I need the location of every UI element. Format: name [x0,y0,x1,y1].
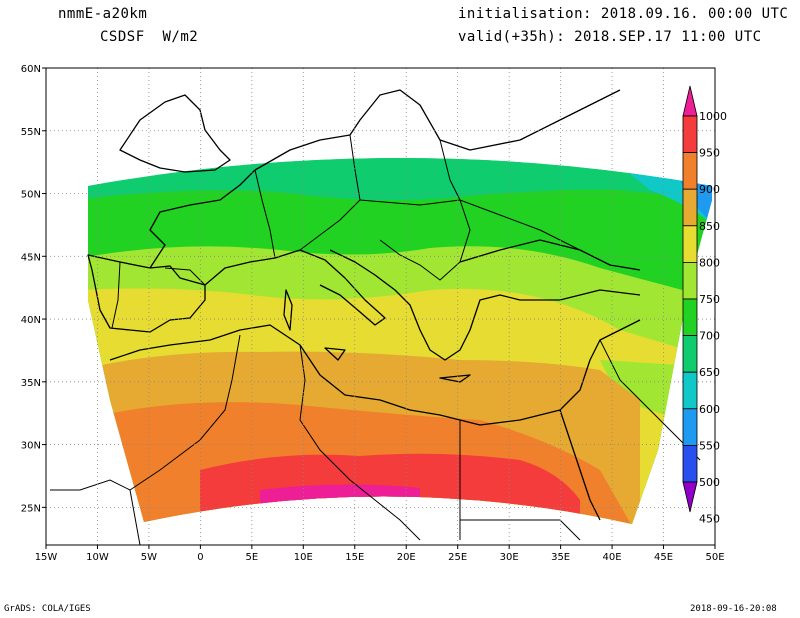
border-middle-east [599,339,701,461]
colorbar-swatch [682,298,698,336]
lat-tick-label: 40N [21,315,41,326]
lon-tick-label: 20E [397,552,416,563]
north-sea-coast [254,89,621,171]
plot-frame [45,67,716,546]
colorbar-label: 500 [699,476,720,489]
lon-tick-label: 40E [603,552,622,563]
britain-coast [119,94,231,173]
lat-tick-label: 30N [21,441,41,452]
colorbar-label: 1000 [699,110,727,123]
colorbar-label: 850 [699,220,720,233]
border-egypt-sudan [460,519,581,541]
colorbar-label: 750 [699,293,720,306]
colorbar-swatch [682,335,698,373]
border-central-europe [359,199,581,251]
lat-tick-label: 45N [21,252,41,263]
lon-tick-label: 5W [141,552,157,563]
lat-tick-label: 35N [21,378,41,389]
colorbar-swatch [682,152,698,190]
coastlines [87,89,641,521]
lon-tick-label: 15E [345,552,364,563]
border-western-sahara [50,479,141,545]
iberia-coast [87,254,206,333]
border-algeria-libya [299,344,421,541]
lon-tick-label: 5E [246,552,259,563]
red-sea-coast [559,409,601,521]
balkan-turkey-coast [329,249,641,361]
colorbar: 1000 950 900 850 800 750 700 650 600 550 500 450 [682,85,727,526]
lat-tick-label: 25N [21,503,41,514]
crete [439,374,471,383]
lon-tick-label: 30E [500,552,519,563]
lon-tick-label: 45E [654,552,673,563]
lat-tick-label: 60N [21,64,41,75]
north-africa-coast [109,319,641,426]
colorbar-swatch [682,188,698,227]
france-coast [149,169,256,269]
lon-tick-label: 50E [705,552,724,563]
colorbar-label: 600 [699,403,720,416]
valid-time: valid(+35h): 2018.SEP.17 11:00 UTC [458,29,762,45]
colorbar-swatch [682,261,698,300]
border-poland-ukraine [439,139,471,263]
border-france-germany [254,169,276,259]
lon-tick-label: 15W [35,552,58,563]
field-750-east [600,360,680,420]
lon-tick-label: 0 [197,552,203,563]
lat-tick-label: 50N [21,190,41,201]
colorbar-swatch [682,444,698,483]
colorbar-swatch [682,225,698,263]
colorbar-label: 650 [699,366,720,379]
border-balkans [379,239,461,281]
sardinia [283,289,293,331]
lon-tick-label: 25E [448,552,467,563]
country-borders [50,134,701,545]
colorbar-label: 800 [699,256,720,269]
sicily [324,347,346,361]
lon-tick-label: 35E [551,552,570,563]
border-germany-east [299,134,361,251]
initialisation-time: initialisation: 2018.09.16. 00:00 UTC [458,6,789,22]
model-name: nmmE-a20km [58,6,148,22]
footer-grads-credit: GrADS: COLA/IGES [4,604,91,614]
footer-timestamp: 2018-09-16-20:08 [690,604,777,614]
border-algeria-morocco [129,334,241,491]
colorbar-label: 900 [699,183,720,196]
colorbar-swatch [682,115,698,153]
colorbar-label: 450 [699,513,720,526]
colorbar-swatch [682,371,698,410]
colorbar-label: 700 [699,330,720,343]
lon-tick-label: 10E [294,552,313,563]
black-sea-coast [459,239,641,271]
lon-tick-label: 10W [86,552,109,563]
colorbar-label: 550 [699,439,720,452]
colorbar-swatch [682,408,698,446]
axis-ticks: 15W 10W 5W 0 5E 10E 15E 20E 25E 30E 35E 40E 45E 50E 25… [21,64,725,563]
irradiance-field [88,158,712,524]
lat-tick-label: 55N [21,127,41,138]
field-name: CSDSF W/m2 [100,29,199,45]
colorbar-label: 950 [699,147,720,160]
colorbar-cap-bottom [682,481,698,513]
italy-coast [204,249,386,326]
